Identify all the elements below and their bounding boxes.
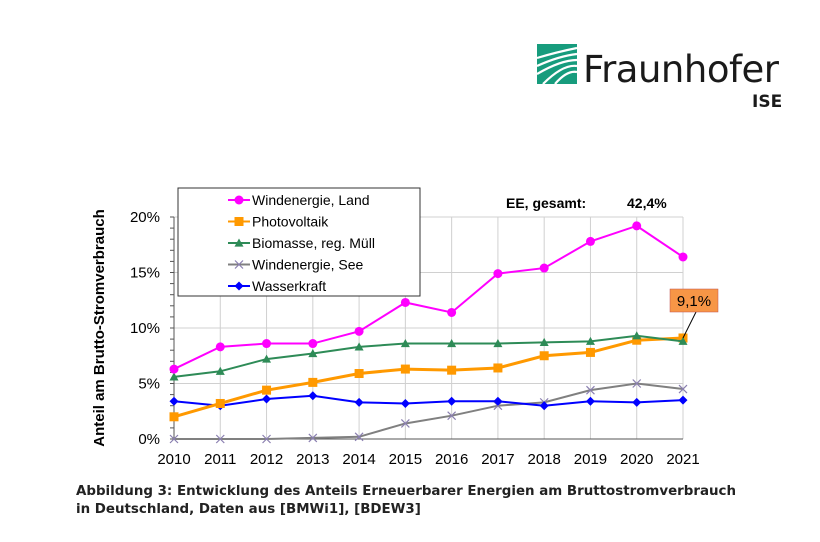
y-tick-label: 5% <box>138 376 160 393</box>
line-chart: 2010 2011 2012 2013 2014 2015 2016 2017 2018 2019… <box>91 187 719 468</box>
marker-x <box>632 379 642 388</box>
logo-text: Fraunhofer <box>583 48 779 91</box>
marker-x <box>678 384 688 394</box>
marker-triangle <box>400 339 410 348</box>
marker-x <box>447 411 457 421</box>
marker-square <box>632 335 642 345</box>
callout-value: 9,1% <box>677 293 711 310</box>
marker-x <box>354 432 364 442</box>
marker-circle <box>447 307 457 317</box>
marker-circle <box>234 195 244 205</box>
x-tick-label: 2014 <box>342 451 375 468</box>
legend-label: Wasserkraft <box>252 278 326 294</box>
marker-triangle <box>632 331 642 340</box>
legend-label: Windenergie, See <box>252 257 364 273</box>
x-tick-label: 2011 <box>204 451 236 468</box>
series-line <box>174 382 684 440</box>
x-tick-label: 2021 <box>666 451 699 468</box>
callout-box <box>669 288 719 313</box>
marker-x <box>234 260 244 269</box>
marker-triangle <box>354 342 364 351</box>
marker-square <box>215 398 225 408</box>
marker-circle <box>678 252 688 262</box>
x-tick-label: 2010 <box>157 451 190 468</box>
marker-circle <box>169 364 179 374</box>
x-tick-label: 2017 <box>481 451 514 468</box>
marker-circle <box>308 339 318 349</box>
marker-circle <box>354 326 364 336</box>
marker-x <box>262 434 271 444</box>
x-tick-label: 2018 <box>527 451 560 468</box>
marker-diamond <box>169 396 179 406</box>
marker-diamond <box>234 281 244 291</box>
marker-diamond <box>493 396 503 406</box>
total-value: 42,4% <box>627 195 667 211</box>
y-tick-label: 15% <box>130 265 160 282</box>
marker-triangle <box>234 238 244 247</box>
marker-x <box>308 433 318 443</box>
marker-diamond <box>678 395 688 405</box>
marker-circle <box>493 269 503 279</box>
x-tick-label: 2013 <box>296 451 329 468</box>
marker-square <box>400 364 410 374</box>
x-tick-label: 2012 <box>250 451 283 468</box>
marker-square <box>262 385 272 395</box>
x-tick-label: 2015 <box>389 451 422 468</box>
legend: Windenergie, Land Photovoltaik Biomasse, r… <box>177 187 421 297</box>
marker-diamond <box>308 391 318 401</box>
x-tick-label: 2016 <box>435 451 468 468</box>
marker-circle <box>215 342 225 352</box>
marker-square <box>447 365 457 375</box>
legend-label: Windenergie, Land <box>252 192 370 208</box>
legend-label: Biomasse, reg. Müll <box>252 235 375 251</box>
marker-square <box>169 412 179 422</box>
figure-caption: Abbildung 3: Entwicklung des Anteils Ern… <box>76 484 736 517</box>
y-axis-label: Anteil am Brutto-Stromverbrauch <box>91 209 108 447</box>
series-line <box>173 336 684 419</box>
marker-triangle <box>678 336 688 345</box>
marker-diamond <box>262 394 272 404</box>
legend-label: Photovoltaik <box>252 214 329 230</box>
marker-diamond <box>400 398 410 408</box>
marker-triangle <box>493 339 503 348</box>
marker-square <box>539 351 549 361</box>
y-tick-label: 20% <box>130 209 160 226</box>
marker-x <box>400 419 410 428</box>
marker-triangle <box>447 339 457 348</box>
marker-triangle <box>262 354 272 363</box>
fraunhofer-logo-icon <box>537 44 577 84</box>
marker-triangle <box>539 337 549 347</box>
series-line <box>173 394 684 407</box>
marker-circle <box>632 221 642 231</box>
marker-x <box>586 385 595 395</box>
marker-square <box>354 369 364 379</box>
marker-square <box>234 217 244 226</box>
logo-subtitle: ISE <box>752 92 783 112</box>
marker-triangle <box>169 372 179 381</box>
total-label: EE, gesamt: <box>506 195 586 211</box>
marker-circle <box>262 339 272 349</box>
marker-diamond <box>447 396 457 406</box>
marker-square <box>308 377 318 387</box>
marker-triangle <box>585 336 595 345</box>
marker-diamond <box>632 397 642 407</box>
marker-diamond <box>539 401 549 411</box>
marker-circle <box>539 263 549 273</box>
marker-x <box>169 434 179 444</box>
marker-x <box>215 434 225 444</box>
marker-triangle <box>215 366 225 375</box>
x-tick-label: 2019 <box>574 451 607 468</box>
marker-circle <box>585 236 595 246</box>
marker-square <box>493 363 503 373</box>
marker-diamond <box>585 396 595 406</box>
marker-square <box>585 347 595 357</box>
series-line <box>173 224 684 370</box>
x-tick-label: 2020 <box>620 451 653 468</box>
y-tick-label: 10% <box>130 320 160 337</box>
y-tick-label: 0% <box>138 431 160 448</box>
marker-triangle <box>308 349 318 358</box>
marker-diamond <box>354 397 364 407</box>
series-line <box>173 334 684 378</box>
marker-circle <box>400 297 410 307</box>
